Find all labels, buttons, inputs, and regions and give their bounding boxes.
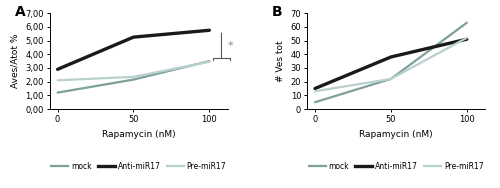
- X-axis label: Rapamycin (nM): Rapamycin (nM): [360, 130, 433, 139]
- Text: A: A: [14, 5, 25, 20]
- Legend: mock, Anti-miR17, Pre-miR17: mock, Anti-miR17, Pre-miR17: [48, 159, 230, 174]
- Legend: mock, Anti-miR17, Pre-miR17: mock, Anti-miR17, Pre-miR17: [306, 159, 486, 174]
- X-axis label: Rapamycin (nM): Rapamycin (nM): [102, 130, 176, 139]
- Y-axis label: # Ves tot: # Ves tot: [276, 40, 285, 82]
- Text: *: *: [228, 41, 233, 51]
- Y-axis label: Aves/Atot %: Aves/Atot %: [10, 34, 20, 88]
- Text: B: B: [272, 5, 282, 20]
